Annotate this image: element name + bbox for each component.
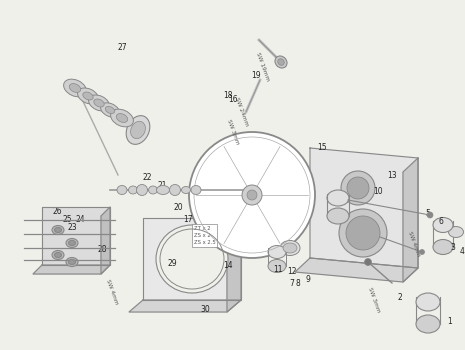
- Text: 13: 13: [387, 172, 397, 181]
- Ellipse shape: [275, 56, 287, 68]
- Ellipse shape: [88, 95, 109, 111]
- Circle shape: [339, 209, 387, 257]
- Text: SW 4mm: SW 4mm: [407, 231, 421, 257]
- Text: SW 4mm: SW 4mm: [105, 279, 119, 305]
- Text: 5: 5: [425, 209, 431, 217]
- Ellipse shape: [94, 99, 104, 107]
- Circle shape: [346, 216, 380, 250]
- Ellipse shape: [52, 251, 64, 259]
- Text: 10: 10: [373, 188, 383, 196]
- Ellipse shape: [137, 184, 147, 196]
- Ellipse shape: [449, 226, 464, 238]
- Text: 18: 18: [223, 91, 233, 99]
- Ellipse shape: [116, 114, 128, 122]
- Polygon shape: [42, 207, 110, 265]
- Text: SW 3mm: SW 3mm: [226, 119, 240, 145]
- Circle shape: [347, 177, 369, 199]
- Ellipse shape: [181, 187, 191, 194]
- Polygon shape: [310, 148, 418, 268]
- Ellipse shape: [283, 243, 297, 253]
- Ellipse shape: [83, 92, 93, 100]
- Text: 29: 29: [167, 259, 177, 268]
- Text: 7: 7: [290, 280, 294, 288]
- Text: 26: 26: [52, 206, 62, 216]
- Text: 19: 19: [251, 71, 261, 80]
- Text: 24: 24: [75, 216, 85, 224]
- Ellipse shape: [433, 239, 453, 254]
- Polygon shape: [129, 300, 241, 312]
- Text: 21: 21: [157, 182, 167, 190]
- Ellipse shape: [156, 225, 228, 293]
- Text: 9: 9: [306, 275, 311, 285]
- Ellipse shape: [54, 228, 61, 232]
- Text: 4: 4: [459, 247, 465, 257]
- Text: 30: 30: [200, 306, 210, 315]
- Ellipse shape: [69, 84, 81, 92]
- Polygon shape: [143, 218, 241, 300]
- Circle shape: [427, 212, 433, 218]
- Text: 15: 15: [317, 144, 327, 153]
- Ellipse shape: [170, 184, 180, 196]
- Text: 27: 27: [117, 43, 127, 52]
- Circle shape: [341, 171, 375, 205]
- Text: 22: 22: [142, 174, 152, 182]
- Text: 1: 1: [448, 317, 452, 327]
- Text: 3: 3: [451, 243, 455, 252]
- Text: 23: 23: [67, 223, 77, 231]
- Ellipse shape: [66, 238, 78, 247]
- Ellipse shape: [78, 88, 99, 104]
- Ellipse shape: [105, 106, 115, 114]
- Ellipse shape: [68, 240, 75, 245]
- Ellipse shape: [111, 109, 133, 127]
- Text: 6: 6: [438, 217, 444, 226]
- Ellipse shape: [148, 186, 158, 194]
- Ellipse shape: [268, 245, 286, 259]
- Ellipse shape: [191, 186, 201, 195]
- Text: 11: 11: [273, 266, 283, 274]
- Text: 12: 12: [287, 267, 297, 276]
- Ellipse shape: [416, 293, 440, 311]
- Ellipse shape: [278, 59, 284, 65]
- Text: SW 3mm: SW 3mm: [367, 287, 381, 313]
- Circle shape: [247, 190, 257, 200]
- Polygon shape: [101, 207, 110, 274]
- Polygon shape: [403, 158, 418, 282]
- Circle shape: [189, 132, 315, 258]
- Ellipse shape: [131, 121, 146, 139]
- Ellipse shape: [64, 79, 86, 97]
- Text: 17: 17: [183, 216, 193, 224]
- Ellipse shape: [327, 190, 349, 206]
- Ellipse shape: [66, 258, 78, 266]
- Text: 14: 14: [223, 260, 233, 270]
- Polygon shape: [33, 265, 110, 274]
- Ellipse shape: [52, 225, 64, 234]
- Text: SW 24mm: SW 24mm: [234, 97, 250, 127]
- Ellipse shape: [327, 208, 349, 224]
- Ellipse shape: [433, 217, 453, 232]
- Text: 16: 16: [228, 96, 238, 105]
- Ellipse shape: [416, 315, 440, 333]
- Ellipse shape: [128, 186, 138, 194]
- Text: 8: 8: [296, 280, 300, 288]
- Ellipse shape: [157, 186, 170, 195]
- Ellipse shape: [100, 103, 120, 117]
- Ellipse shape: [268, 259, 286, 273]
- Text: 20: 20: [173, 203, 183, 211]
- Text: SW 19mm: SW 19mm: [255, 52, 271, 82]
- Text: 2: 2: [398, 294, 402, 302]
- Circle shape: [242, 185, 262, 205]
- Polygon shape: [295, 258, 418, 282]
- Ellipse shape: [68, 259, 75, 265]
- Ellipse shape: [126, 116, 150, 144]
- Ellipse shape: [280, 240, 300, 256]
- Circle shape: [419, 250, 425, 254]
- Polygon shape: [227, 218, 241, 312]
- Circle shape: [365, 259, 372, 266]
- Text: 25: 25: [62, 215, 72, 224]
- Ellipse shape: [117, 186, 127, 195]
- Ellipse shape: [54, 252, 61, 258]
- Text: ZT x 2
ZS x 2
ZS x 2.5: ZT x 2 ZS x 2 ZS x 2.5: [194, 226, 216, 245]
- Text: 28: 28: [97, 245, 107, 253]
